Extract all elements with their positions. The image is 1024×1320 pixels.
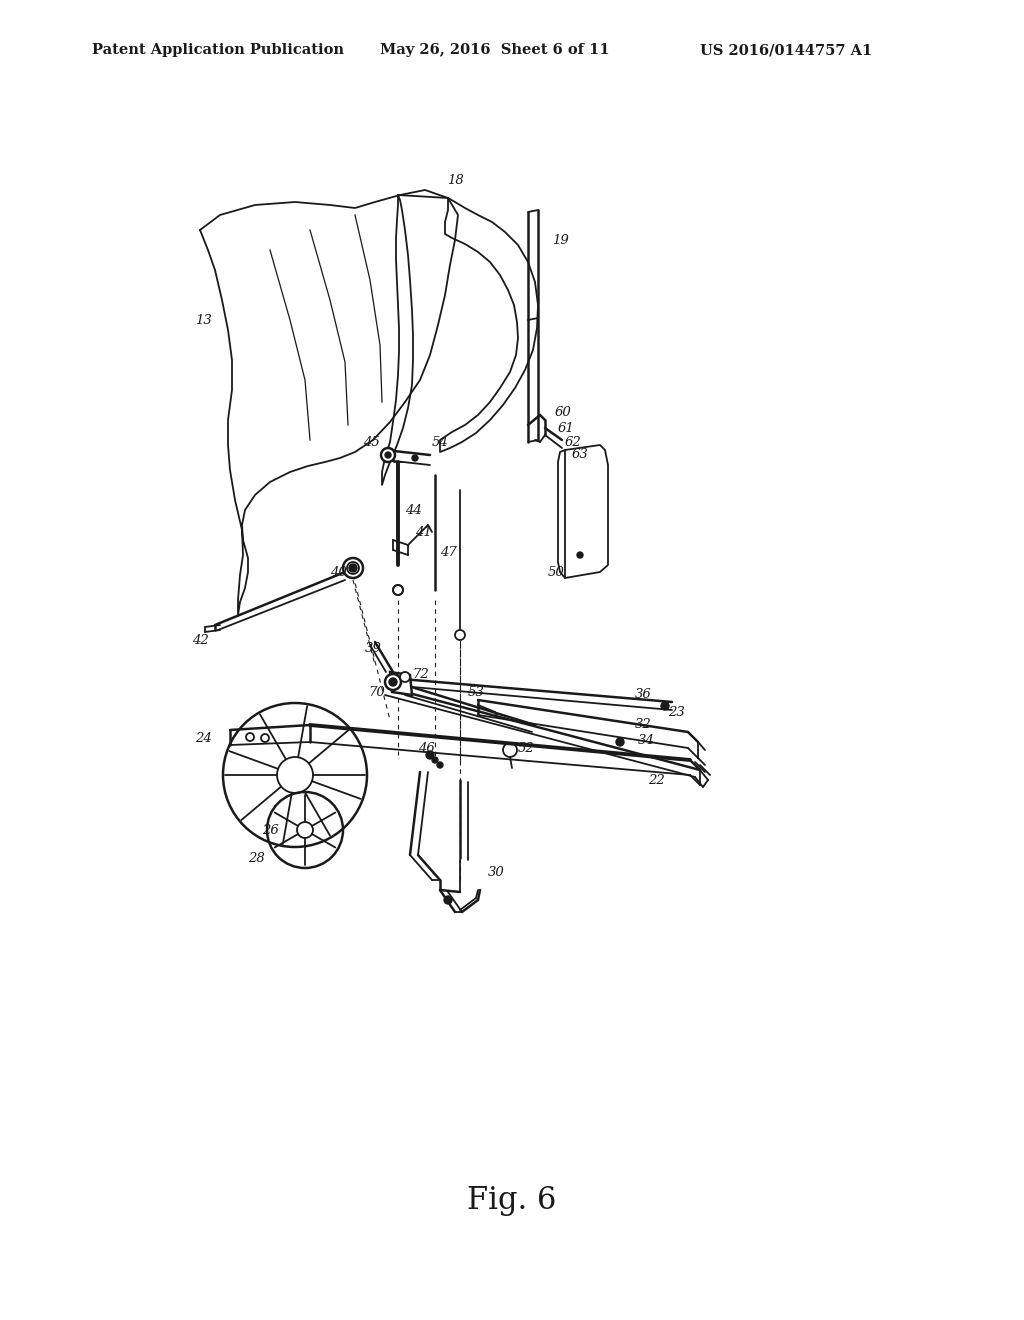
Text: 23: 23 — [668, 705, 685, 718]
Text: 28: 28 — [248, 851, 265, 865]
Text: 42: 42 — [193, 634, 209, 647]
Text: 36: 36 — [635, 689, 651, 701]
Circle shape — [662, 702, 669, 710]
Circle shape — [616, 738, 624, 746]
Circle shape — [432, 756, 438, 763]
Circle shape — [343, 558, 362, 578]
Circle shape — [412, 455, 418, 461]
Text: 60: 60 — [555, 405, 571, 418]
Text: 72: 72 — [412, 668, 429, 681]
Text: 34: 34 — [638, 734, 654, 747]
Polygon shape — [390, 672, 412, 696]
Circle shape — [577, 552, 583, 558]
Text: 53: 53 — [468, 685, 484, 698]
Text: 63: 63 — [572, 449, 589, 462]
Text: 30: 30 — [488, 866, 505, 879]
Text: 47: 47 — [440, 545, 457, 558]
Circle shape — [426, 751, 434, 759]
Text: 62: 62 — [565, 436, 582, 449]
Text: 39: 39 — [365, 642, 382, 655]
Circle shape — [385, 675, 401, 690]
Text: US 2016/0144757 A1: US 2016/0144757 A1 — [700, 44, 872, 57]
Circle shape — [381, 447, 395, 462]
Circle shape — [349, 564, 357, 572]
Text: 26: 26 — [262, 824, 279, 837]
Text: 44: 44 — [406, 503, 422, 516]
Text: 13: 13 — [195, 314, 212, 326]
Text: 52: 52 — [518, 742, 535, 755]
Text: 24: 24 — [195, 731, 212, 744]
Text: 61: 61 — [558, 421, 574, 434]
Text: 18: 18 — [446, 173, 464, 186]
Circle shape — [385, 451, 391, 458]
Circle shape — [437, 762, 443, 768]
Text: 22: 22 — [648, 774, 665, 787]
Text: 19: 19 — [552, 234, 568, 247]
Text: 32: 32 — [635, 718, 651, 731]
Circle shape — [393, 585, 403, 595]
Circle shape — [444, 896, 452, 904]
Text: Fig. 6: Fig. 6 — [467, 1184, 557, 1216]
Text: 46: 46 — [418, 742, 435, 755]
Text: 54: 54 — [432, 436, 449, 449]
Text: 70: 70 — [368, 685, 385, 698]
Text: 40: 40 — [330, 565, 347, 578]
Circle shape — [400, 672, 410, 682]
Text: May 26, 2016  Sheet 6 of 11: May 26, 2016 Sheet 6 of 11 — [380, 44, 609, 57]
Text: 45: 45 — [362, 436, 380, 449]
Circle shape — [389, 678, 397, 686]
Text: Patent Application Publication: Patent Application Publication — [92, 44, 344, 57]
Circle shape — [455, 630, 465, 640]
Text: 50: 50 — [548, 565, 565, 578]
Text: 41: 41 — [415, 525, 432, 539]
